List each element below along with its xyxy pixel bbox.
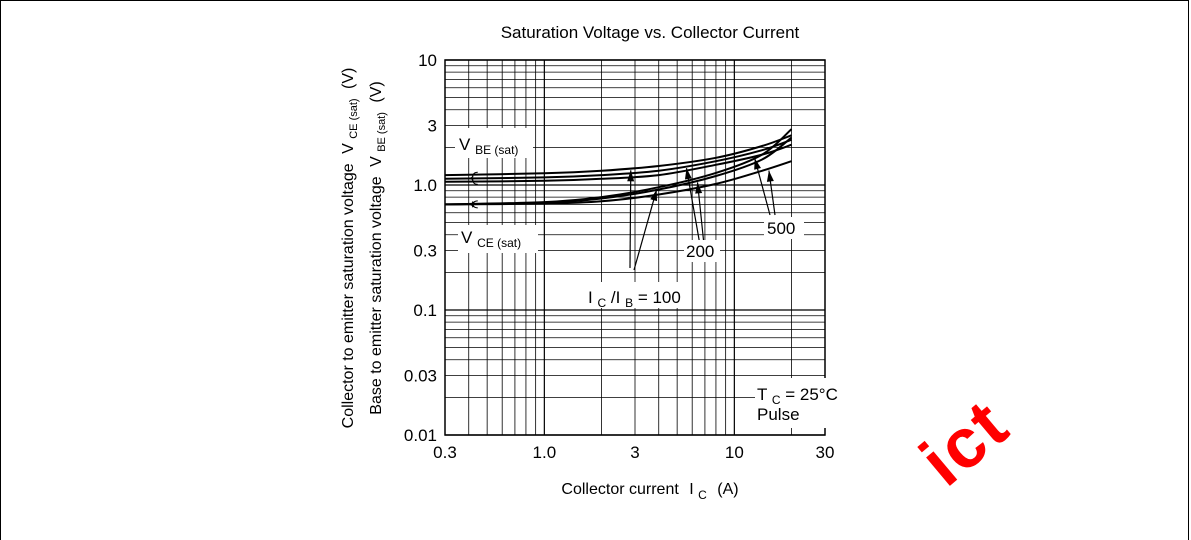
arrow-200-vbe (685, 168, 701, 246)
y-tick-label: 0.01 (404, 426, 437, 445)
saturation-voltage-chart: 0.3 1.0 3 10 30 0.01 0.03 0.1 0.3 1.0 3 10 Saturati… (340, 23, 855, 503)
y-axis-label-vce: Collector to emitter saturation voltage … (340, 68, 361, 429)
ratio-100-label: I C /I B = 100 (588, 288, 681, 311)
ratio-500-label: 500 (767, 219, 795, 238)
y-tick-label: 10 (418, 51, 437, 70)
x-tick-label: 1.0 (533, 443, 557, 462)
arrow-500-vce-head (766, 170, 774, 182)
condition-bg (755, 378, 855, 428)
vce-group-label: V CE (sat) (461, 228, 521, 250)
ratio-200-label: 200 (686, 242, 714, 261)
curve-vbe-200 (444, 138, 792, 180)
x-tick-label: 3 (630, 443, 639, 462)
y-tick-label: 0.3 (413, 241, 437, 260)
arrow-500-vbe-head (754, 158, 761, 170)
vbe-label-bg (455, 128, 533, 158)
vce-label-bg (458, 225, 538, 253)
condition-pulse: Pulse (757, 405, 800, 424)
y-tick-label: 0.03 (404, 366, 437, 385)
label-200-bg (684, 240, 720, 262)
label-500-bg (764, 217, 804, 239)
arrow-100-vce-head (650, 189, 658, 202)
arrow-100-vce (633, 189, 658, 271)
y-axis-label-vbe: Base to emitter saturation voltage V BE … (368, 81, 389, 414)
vbe-group-label: V BE (sat) (459, 135, 518, 157)
arrow-200-vce-head (695, 182, 703, 194)
arrow-100-vbe-head (627, 170, 635, 182)
x-axis-label: Collector current I C (A) (561, 481, 738, 503)
arrow-100-vbe (629, 170, 632, 269)
x-tick-label: 0.3 (433, 443, 457, 462)
condition-temperature: T C = 25°C (757, 385, 838, 408)
x-tick-label: 10 (725, 443, 744, 462)
chart-title: Saturation Voltage vs. Collector Current (501, 23, 800, 42)
curve-vbe-100 (444, 134, 792, 177)
y-tick-label: 3 (428, 116, 437, 135)
ratio-label-bg (585, 282, 689, 308)
y-tick-label: 0.1 (413, 301, 437, 320)
arrow-200-vbe-head (684, 168, 692, 180)
x-tick-label: 30 (816, 443, 835, 462)
plot-border (444, 59, 826, 436)
curve-vce-500 (444, 160, 792, 206)
y-tick-label: 1.0 (413, 176, 437, 195)
